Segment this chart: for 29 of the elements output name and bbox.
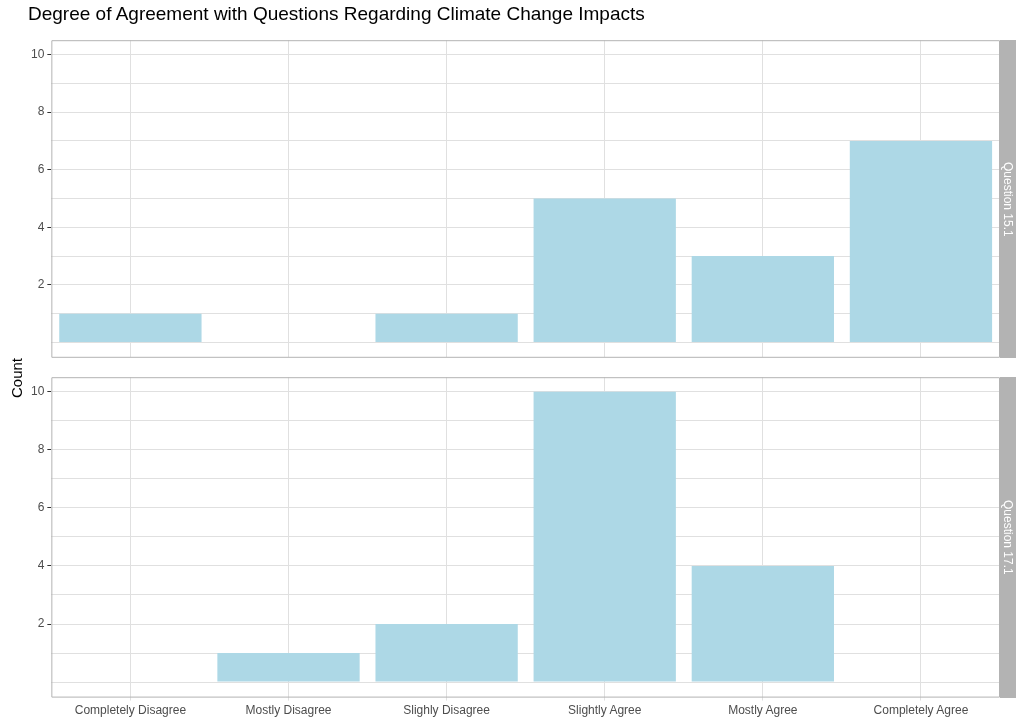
y-tick-label: 2 bbox=[37, 277, 45, 292]
bar bbox=[691, 256, 834, 342]
bar bbox=[849, 140, 993, 342]
bar bbox=[59, 313, 202, 342]
y-axis-title: Count bbox=[8, 357, 25, 398]
bar bbox=[217, 653, 360, 682]
y-tick-label: 10 bbox=[30, 46, 45, 61]
bar bbox=[533, 391, 676, 682]
bar bbox=[533, 198, 676, 342]
x-tick-label: Mostly Agree bbox=[728, 703, 798, 718]
x-tick-label: Slighly Disagree bbox=[403, 703, 491, 718]
bar bbox=[375, 624, 518, 682]
x-tick-label: Slightly Agree bbox=[568, 703, 642, 718]
y-tick-label: 4 bbox=[37, 558, 45, 573]
x-tick-label: Completely Disagree bbox=[74, 703, 187, 718]
y-tick-label: 2 bbox=[37, 616, 45, 631]
bar bbox=[375, 313, 518, 342]
x-tick-label: Mostly Disagree bbox=[245, 703, 332, 718]
y-tick-label: 8 bbox=[37, 442, 45, 457]
y-tick-label: 4 bbox=[37, 219, 45, 234]
y-tick-label: 10 bbox=[30, 384, 45, 399]
x-tick-label: Completely Agree bbox=[873, 703, 969, 718]
y-tick-label: 6 bbox=[37, 500, 45, 515]
y-tick-label: 8 bbox=[37, 104, 45, 119]
chart-title: Degree of Agreement with Questions Regarding Climate Change Impacts bbox=[28, 3, 645, 25]
bar bbox=[691, 565, 834, 682]
y-tick-label: 6 bbox=[37, 162, 45, 177]
text: Question 15.1 bbox=[1000, 40, 1016, 358]
text: Question 17.1 bbox=[1000, 377, 1016, 698]
